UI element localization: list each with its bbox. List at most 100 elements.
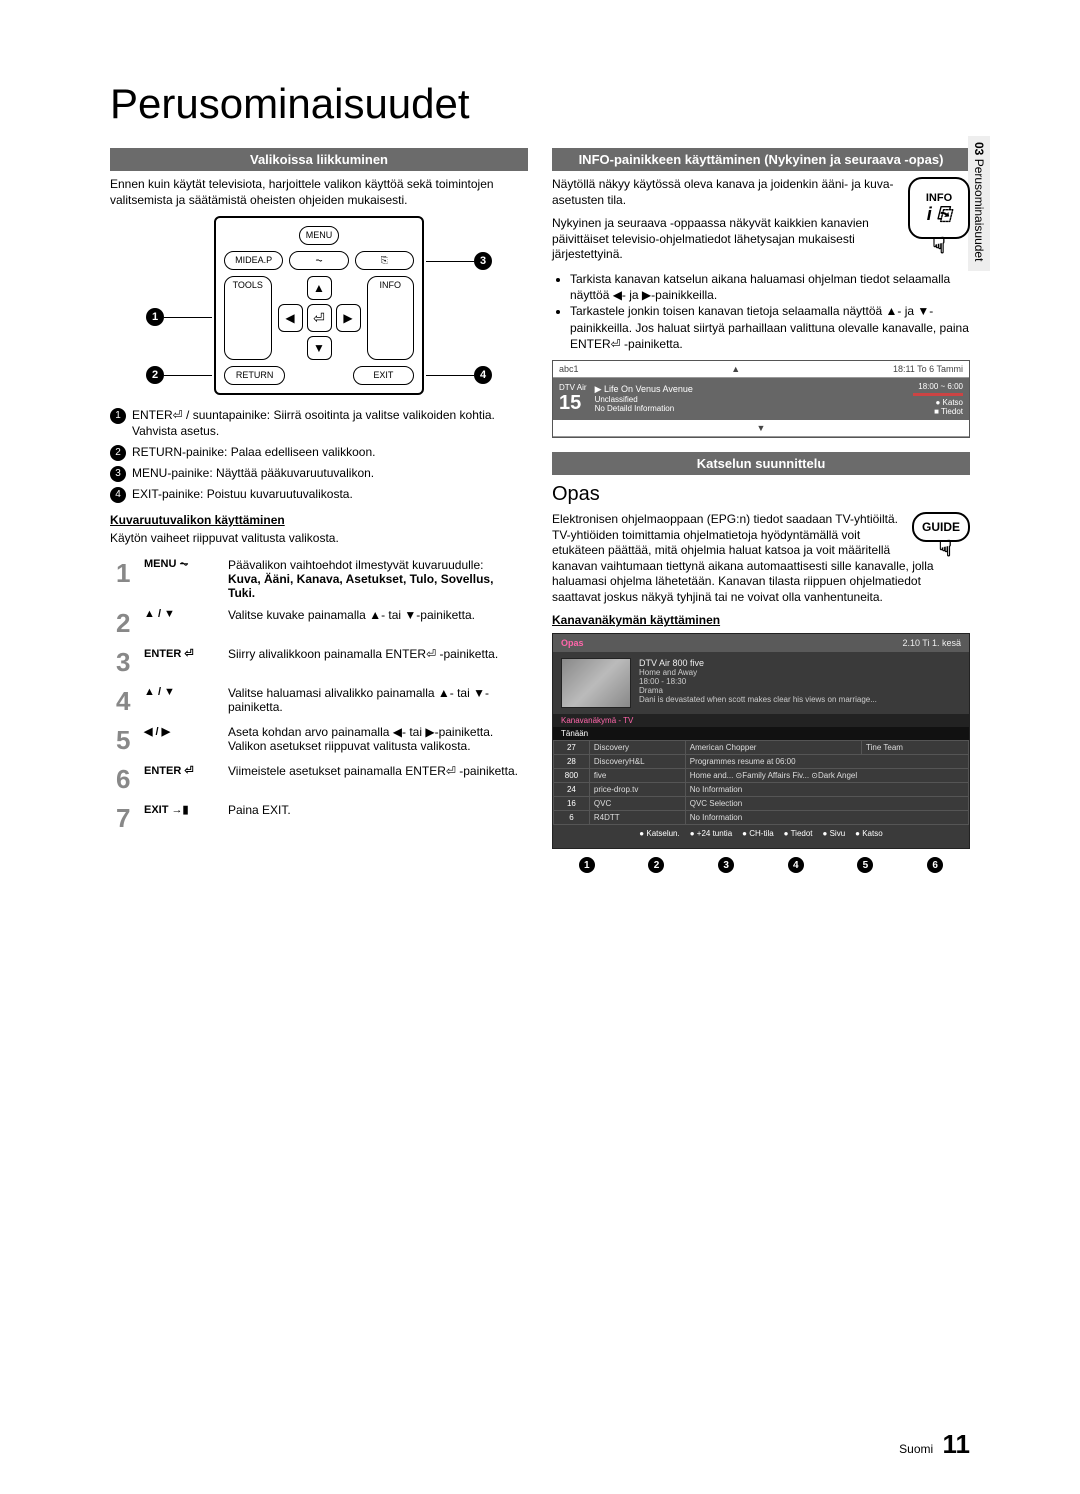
epg-title: Opas xyxy=(561,638,584,648)
step-number: 4 xyxy=(110,682,138,721)
epg-prog-1: Programmes resume at 06:00 xyxy=(685,755,968,769)
pad-up: ▲ xyxy=(307,276,332,300)
hand-icon: ☟ xyxy=(932,233,945,259)
remote-exit-btn: EXIT xyxy=(353,366,414,385)
epg-grid: 27DiscoveryAmerican ChopperTine Team28Di… xyxy=(553,740,969,825)
epg-feat-genre: Drama xyxy=(639,686,877,695)
epg-tab-today: Tänään xyxy=(553,727,969,740)
epg-date: 2.10 Ti 1. kesä xyxy=(902,638,961,648)
epg-ch-num: 27 xyxy=(554,741,590,755)
remote-return-btn: RETURN xyxy=(224,366,285,385)
epg-dot-4: 4 xyxy=(788,857,804,873)
section-schedule: Katselun suunnittelu xyxy=(552,452,970,475)
section-nav-menus: Valikoissa liikkuminen xyxy=(110,148,528,171)
osd-usage-heading: Kuvaruutuvalikon käyttäminen xyxy=(110,513,528,527)
step-key: ENTER ⏎ xyxy=(138,643,222,682)
osd-txt: ■ Tiedot xyxy=(913,407,963,416)
step-number: 6 xyxy=(110,760,138,799)
epg-row: 16QVCQVC Selection xyxy=(554,797,969,811)
step-text: Valitse haluamasi alivalikko painamalla … xyxy=(222,682,528,721)
step-number: 1 xyxy=(110,554,138,604)
osd-usage-intro: Käytön vaiheet riippuvat valitusta valik… xyxy=(110,531,528,547)
epg-ch-num: 800 xyxy=(554,769,590,783)
info-button-icon: INFO i ⎘ ☟ xyxy=(908,177,970,239)
osd-prog: Life On Venus Avenue xyxy=(604,384,693,394)
opas-heading: Opas xyxy=(552,483,970,506)
guide-button-icon: GUIDE ☟ xyxy=(912,512,970,542)
footer-lang: Suomi xyxy=(899,1442,933,1456)
epg-legend-item: Sivu xyxy=(823,829,846,838)
opas-text: Elektronisen ohjelmaoppaan (EPG:n) tiedo… xyxy=(552,512,970,606)
step-row: 7EXIT →▮Paina EXIT. xyxy=(110,799,528,838)
epg-prog-1: No Information xyxy=(685,783,968,797)
epg-thumbnail xyxy=(561,658,631,708)
epg-row: 24price-drop.tvNo Information xyxy=(554,783,969,797)
step-text: Viimeistele asetukset painamalla ENTER⏎ … xyxy=(222,760,528,799)
step-key: MENU ⏦ xyxy=(138,554,222,604)
epg-legend: Katselun.+24 tuntiaCH-tilaTiedotSivuKats… xyxy=(553,825,969,842)
epg-view-label: Kanavanäkymä - TV xyxy=(553,714,969,727)
osd-ch-name: abc1 xyxy=(559,364,579,374)
osd-rec: ● Katso xyxy=(913,398,963,407)
remote-callout-list: 1ENTER⏎ / suuntapainike: Siirrä osoitint… xyxy=(110,407,528,502)
epg-legend-item: Tiedot xyxy=(784,829,813,838)
callout-text-3: MENU-painike: Näyttää pääkuvaruutuvaliko… xyxy=(132,465,374,482)
remote-menu-label: MENU xyxy=(299,226,339,245)
callout-1-dot: 1 xyxy=(146,308,164,326)
epg-dot-3: 3 xyxy=(718,857,734,873)
callout-4-line xyxy=(426,375,474,376)
osd-up-icon: ▲ xyxy=(731,364,740,374)
osd-steps-table: 1MENU ⏦Päävalikon vaihtoehdot ilmestyvät… xyxy=(110,554,528,838)
remote-diagram: MENU MIDEA.P ⏦ ⎘ TOOLS ▲ ◀ ⏎ xyxy=(110,216,528,395)
epg-legend-item: CH-tila xyxy=(742,829,774,838)
callout-text-4: EXIT-painike: Poistuu kuvaruutuvalikosta… xyxy=(132,486,353,503)
section-info-button: INFO-painikkeen käyttäminen (Nykyinen ja… xyxy=(552,148,970,171)
epg-ch-name: Discovery xyxy=(589,741,685,755)
callout-2-line xyxy=(164,375,212,376)
step-text: Aseta kohdan arvo painamalla ◀- tai ▶-pa… xyxy=(222,721,528,760)
info-button-label: INFO xyxy=(926,192,952,204)
info-i-icon: i ⎘ xyxy=(927,204,951,225)
epg-row: 6R4DTTNo Information xyxy=(554,811,969,825)
callout-2-dot: 2 xyxy=(146,366,164,384)
callout-4-dot: 4 xyxy=(474,366,492,384)
callout-3-line xyxy=(426,261,474,262)
epg-ch-name: five xyxy=(589,769,685,783)
remote-mideap-btn: MIDEA.P xyxy=(224,251,283,270)
osd-prog-time: 18:00 ~ 6:00 xyxy=(913,382,963,391)
pad-right: ▶ xyxy=(336,304,361,332)
epg-dot-6: 6 xyxy=(927,857,943,873)
step-key: ENTER ⏎ xyxy=(138,760,222,799)
intro-text: Ennen kuin käytät televisiota, harjoitte… xyxy=(110,177,528,208)
epg-callout-dots: 1 2 3 4 5 6 xyxy=(552,857,970,873)
epg-feat-time: 18:00 - 18:30 xyxy=(639,677,877,686)
step-key: ▲ / ▼ xyxy=(138,682,222,721)
remote-tools-btn: TOOLS xyxy=(224,276,272,360)
callout-1-line xyxy=(164,317,212,318)
step-key: ◀ / ▶ xyxy=(138,721,222,760)
step-row: 5◀ / ▶Aseta kohdan arvo painamalla ◀- ta… xyxy=(110,721,528,760)
epg-feat-desc: Dani is devastated when scott makes clea… xyxy=(639,695,877,704)
callout-3-dot: 3 xyxy=(474,252,492,270)
epg-legend-item: +24 tuntia xyxy=(690,829,732,838)
epg-row: 800fiveHome and... ⊙Family Affairs Fiv..… xyxy=(554,769,969,783)
epg-dot-1: 1 xyxy=(579,857,595,873)
epg-legend-item: Katselun. xyxy=(639,829,679,838)
epg-dot-5: 5 xyxy=(857,857,873,873)
epg-prog-1: American Chopper xyxy=(685,741,861,755)
epg-ch-num: 28 xyxy=(554,755,590,769)
callout-badge-2: 2 xyxy=(110,445,126,461)
step-text: Valitse kuvake painamalla ▲- tai ▼-paini… xyxy=(222,604,528,643)
osd-ch-num: 15 xyxy=(559,392,587,415)
side-tab: 03 Perusominaisuudet xyxy=(968,136,990,271)
epg-prog-1: QVC Selection xyxy=(685,797,968,811)
step-row: 4▲ / ▼Valitse haluamasi alivalikko paina… xyxy=(110,682,528,721)
epg-prog-2: Tine Team xyxy=(862,741,969,755)
epg-ch-name: QVC xyxy=(589,797,685,811)
remote-guide-btn: ⎘ xyxy=(355,251,414,270)
footer-page-num: 11 xyxy=(943,1429,971,1459)
pad-left: ◀ xyxy=(278,304,303,332)
osd-time: 18:11 To 6 Tammi xyxy=(893,364,963,374)
callout-text-2: RETURN-painike: Palaa edelliseen valikko… xyxy=(132,444,375,461)
step-row: 1MENU ⏦Päävalikon vaihtoehdot ilmestyvät… xyxy=(110,554,528,604)
